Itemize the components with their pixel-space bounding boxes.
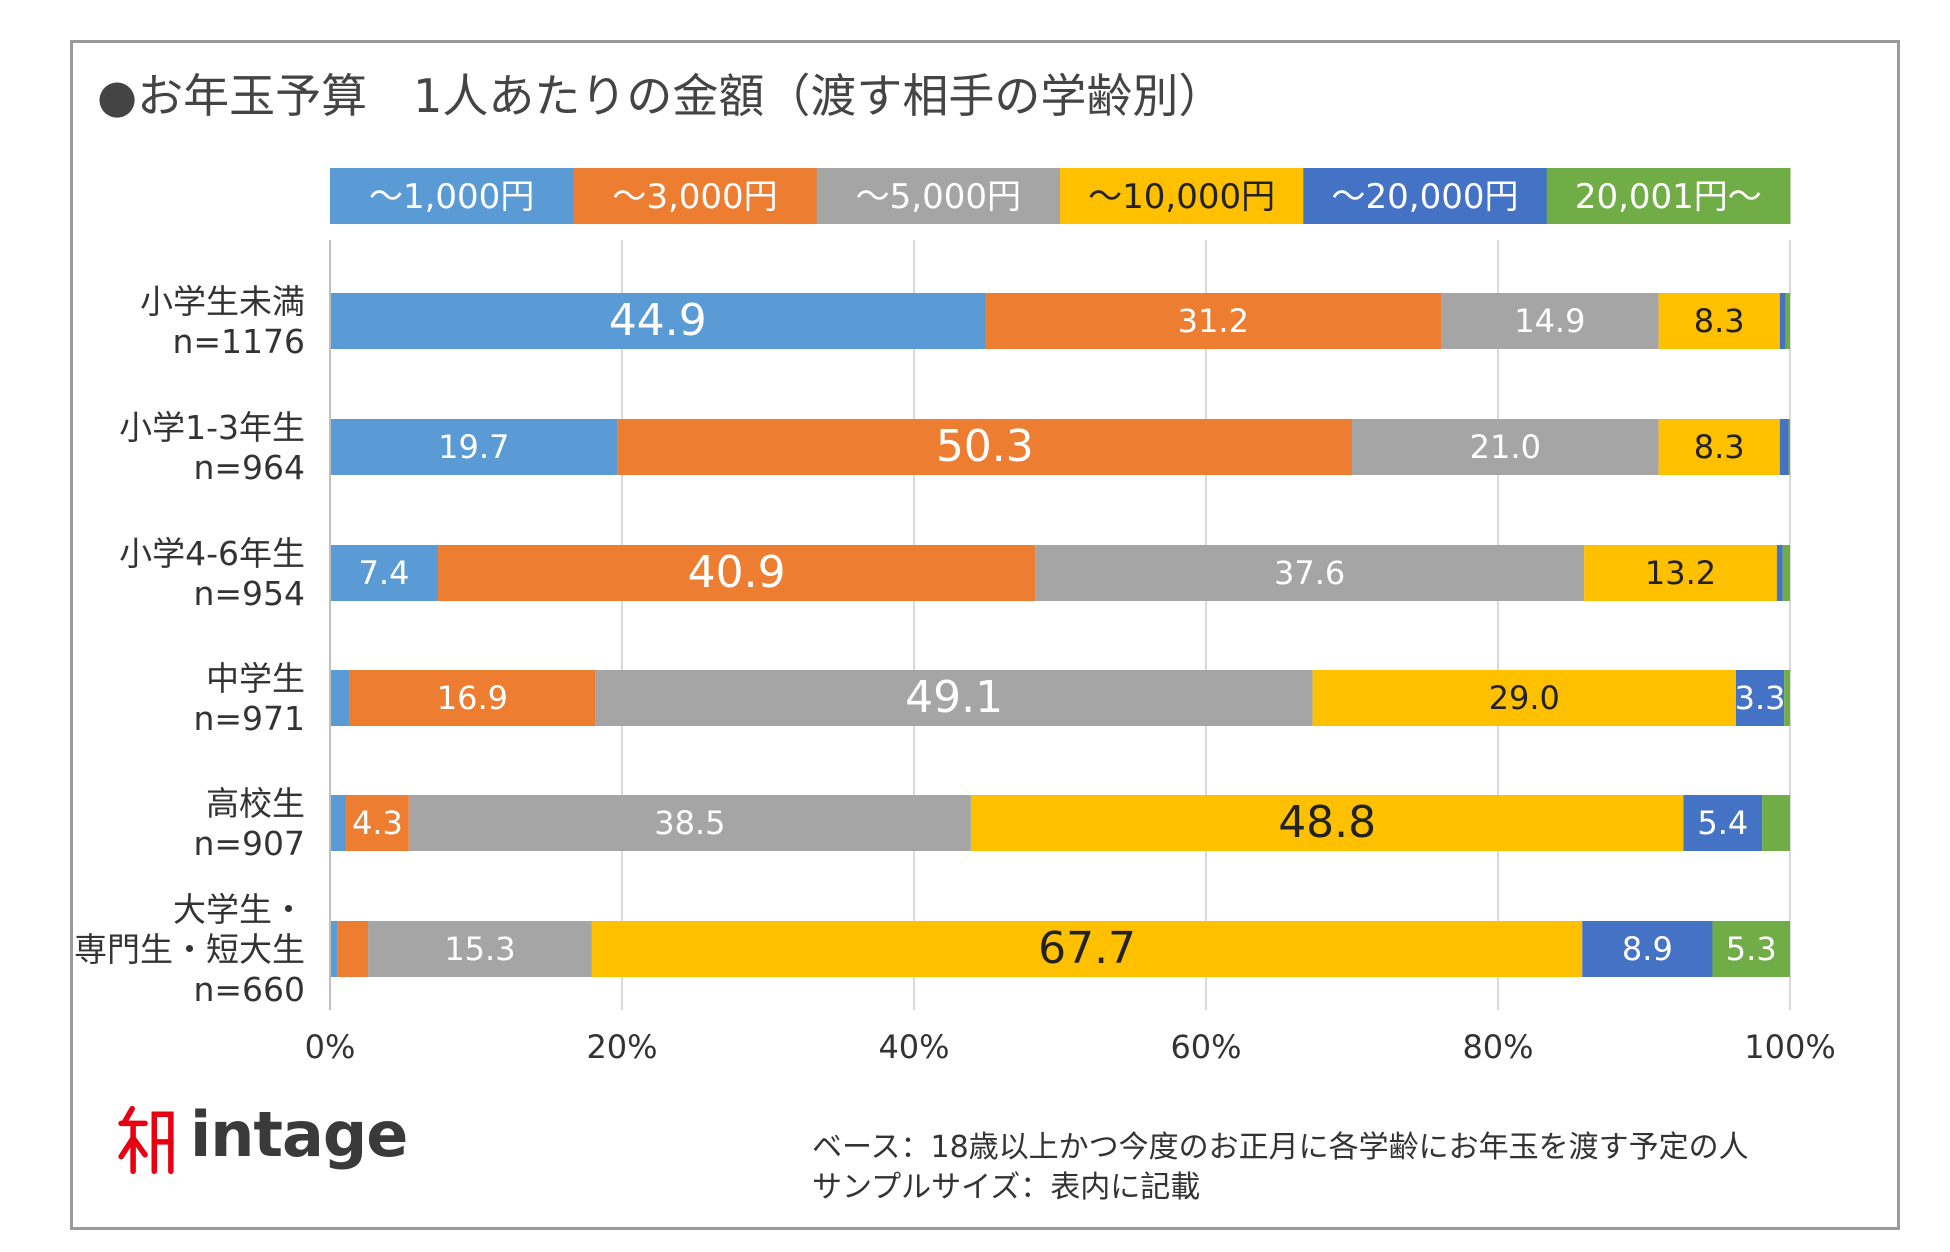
bar-segment bbox=[970, 795, 1684, 851]
data-label: 8.3 bbox=[1694, 428, 1745, 466]
category-label: n=660 bbox=[193, 970, 305, 1009]
bar-segment bbox=[348, 670, 596, 726]
category-label: n=971 bbox=[193, 699, 305, 738]
x-tick-label: 60% bbox=[1170, 1028, 1241, 1066]
category-label: 小学4-6年生 bbox=[119, 534, 305, 573]
bar-segment bbox=[1779, 293, 1786, 349]
data-label: 50.3 bbox=[936, 421, 1034, 472]
data-label: 21.0 bbox=[1470, 428, 1541, 466]
category-label: n=954 bbox=[193, 574, 305, 613]
data-label: 4.3 bbox=[352, 804, 403, 842]
x-tick-label: 20% bbox=[586, 1028, 657, 1066]
bar-segment bbox=[1035, 545, 1585, 601]
legend-label: ～3,000円 bbox=[612, 177, 777, 217]
bar-segment bbox=[1776, 545, 1783, 601]
bar-segment bbox=[591, 921, 1583, 977]
data-label: 7.4 bbox=[359, 554, 410, 592]
bar-segment bbox=[438, 545, 1036, 601]
data-label: 5.3 bbox=[1726, 930, 1777, 968]
bar-segment bbox=[1782, 545, 1790, 601]
bar-segment bbox=[1441, 293, 1659, 349]
bar-segment bbox=[330, 545, 439, 601]
data-label: 38.5 bbox=[654, 804, 725, 842]
bar-segment bbox=[368, 921, 592, 977]
bar-segment bbox=[1312, 670, 1736, 726]
footnote-sample-size: サンプルサイズ：表内に記載 bbox=[812, 1170, 1201, 1205]
bar-segment bbox=[330, 921, 338, 977]
category-label: 小学生未満 bbox=[140, 282, 305, 321]
legend-swatch bbox=[1060, 168, 1304, 224]
legend-label: ～1,000円 bbox=[369, 177, 534, 217]
bar-segment bbox=[1658, 419, 1780, 475]
data-label: 5.4 bbox=[1697, 804, 1748, 842]
legend-swatch bbox=[1546, 168, 1791, 224]
intage-logo-icon bbox=[118, 1105, 174, 1175]
category-label: 中学生 bbox=[206, 659, 305, 698]
bar-segment bbox=[330, 795, 347, 851]
legend-label: ～20,000円 bbox=[1332, 177, 1519, 217]
bar-segment bbox=[1658, 293, 1780, 349]
data-label: 31.2 bbox=[1178, 302, 1249, 340]
bar-segment bbox=[1784, 670, 1790, 726]
chart-frame bbox=[70, 40, 1900, 1230]
category-label: 小学1-3年生 bbox=[119, 408, 305, 447]
bar-segment bbox=[1785, 293, 1790, 349]
legend-swatch bbox=[816, 168, 1061, 224]
data-label: 19.7 bbox=[438, 428, 509, 466]
data-label: 16.9 bbox=[437, 679, 508, 717]
data-label: 37.6 bbox=[1274, 554, 1345, 592]
data-label: 13.2 bbox=[1645, 554, 1716, 592]
data-label: 40.9 bbox=[688, 547, 786, 598]
bar-segment bbox=[595, 670, 1313, 726]
bar-segment bbox=[617, 419, 1352, 475]
bar-segment bbox=[337, 921, 369, 977]
bar-segment bbox=[1352, 419, 1659, 475]
x-tick-label: 100% bbox=[1744, 1028, 1835, 1066]
category-label: 大学生・ bbox=[173, 890, 305, 929]
bar-segment bbox=[408, 795, 971, 851]
bar-segment bbox=[330, 293, 986, 349]
data-label: 44.9 bbox=[609, 295, 707, 346]
data-label: 14.9 bbox=[1514, 302, 1585, 340]
data-label: 8.3 bbox=[1694, 302, 1745, 340]
bar-segment bbox=[985, 293, 1442, 349]
bar-segment bbox=[1584, 545, 1777, 601]
chart-title: ●お年玉予算 1人あたりの金額（渡す相手の学齢別） bbox=[97, 69, 1225, 123]
data-label: 3.3 bbox=[1735, 679, 1786, 717]
x-tick-label: 0% bbox=[305, 1028, 356, 1066]
data-label: 8.9 bbox=[1622, 930, 1673, 968]
x-tick-label: 40% bbox=[878, 1028, 949, 1066]
intage-logo-text: intage bbox=[190, 1098, 408, 1171]
legend-label: 20,001円～ bbox=[1575, 177, 1762, 217]
legend-swatch bbox=[573, 168, 818, 224]
bar-segment bbox=[1762, 795, 1790, 851]
bar-segment bbox=[1683, 795, 1763, 851]
data-label: 29.0 bbox=[1489, 679, 1560, 717]
bar-segment bbox=[346, 795, 409, 851]
category-label: n=907 bbox=[193, 824, 305, 863]
legend-label: ～10,000円 bbox=[1088, 177, 1275, 217]
bar-segment bbox=[1712, 921, 1790, 977]
data-label: 49.1 bbox=[905, 672, 1003, 723]
bar-segment bbox=[1788, 419, 1790, 475]
bar-segment bbox=[1735, 670, 1785, 726]
category-label: 専門生・短大生 bbox=[74, 930, 305, 969]
x-tick-label: 80% bbox=[1462, 1028, 1533, 1066]
data-label: 67.7 bbox=[1038, 923, 1136, 974]
bar-segment bbox=[1779, 419, 1789, 475]
bar-segment bbox=[330, 419, 618, 475]
legend-label: ～5,000円 bbox=[856, 177, 1021, 217]
bar-segment bbox=[1582, 921, 1713, 977]
data-label: 15.3 bbox=[444, 930, 515, 968]
category-label: 高校生 bbox=[206, 784, 305, 823]
category-label: n=964 bbox=[193, 448, 305, 487]
footnote-base: ベース：18歳以上かつ今度のお正月に各学齢にお年玉を渡す予定の人 bbox=[812, 1130, 1749, 1165]
bar-segment bbox=[330, 670, 349, 726]
legend-swatch bbox=[1303, 168, 1548, 224]
data-label: 48.8 bbox=[1278, 797, 1376, 848]
legend-swatch bbox=[330, 168, 574, 224]
category-label: n=1176 bbox=[172, 322, 305, 361]
